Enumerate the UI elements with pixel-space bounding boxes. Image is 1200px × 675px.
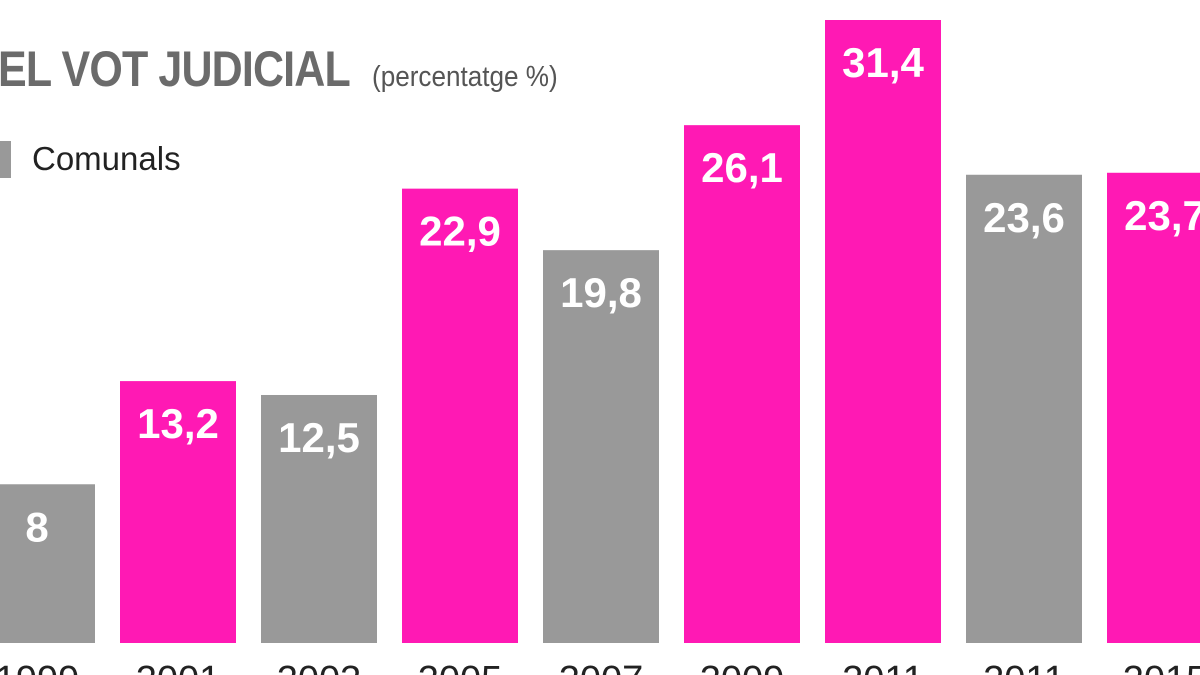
- bar-2005: [402, 188, 518, 644]
- legend: Comunals: [0, 140, 181, 178]
- value-label: 12,5: [278, 414, 360, 461]
- value-label: 23,7: [1124, 192, 1200, 239]
- bar-2003: [261, 394, 377, 643]
- x-tick-label: 1999: [0, 659, 79, 675]
- x-tick-label: 2003: [277, 659, 362, 675]
- legend-label-comunals: Comunals: [32, 140, 181, 177]
- bar-1999: [0, 484, 95, 643]
- x-tick-label: 2011: [842, 659, 924, 675]
- subtitle-text: (percentatge %): [371, 61, 558, 93]
- x-tick-label: 2009: [700, 659, 785, 675]
- chart-title: EL VOT JUDICIAL (percentatge %): [0, 40, 578, 98]
- value-label: 13,2: [137, 400, 219, 447]
- legend-swatch-comunals: [0, 140, 11, 178]
- x-tick-label: 2005: [418, 659, 503, 675]
- value-label: 22,9: [419, 208, 501, 255]
- bar-2001: [120, 381, 236, 643]
- x-tick-label: 2007: [559, 659, 644, 675]
- value-label: 19,8: [560, 269, 642, 316]
- x-tick-label: 2001: [136, 659, 221, 675]
- x-tick-label: 2011: [983, 659, 1065, 675]
- value-label: 23,6: [983, 194, 1065, 241]
- title-text: EL VOT JUDICIAL: [0, 41, 351, 97]
- bar-2011: [966, 174, 1082, 643]
- bar-2007: [543, 250, 659, 643]
- bar-2015: [1107, 172, 1200, 644]
- x-tick-label: 2015: [1123, 659, 1200, 675]
- bar-2011: [825, 20, 941, 643]
- bar-2009: [684, 125, 800, 643]
- value-label: 8: [25, 503, 48, 550]
- value-label: 26,1: [701, 144, 783, 191]
- value-label: 31,4: [842, 39, 924, 86]
